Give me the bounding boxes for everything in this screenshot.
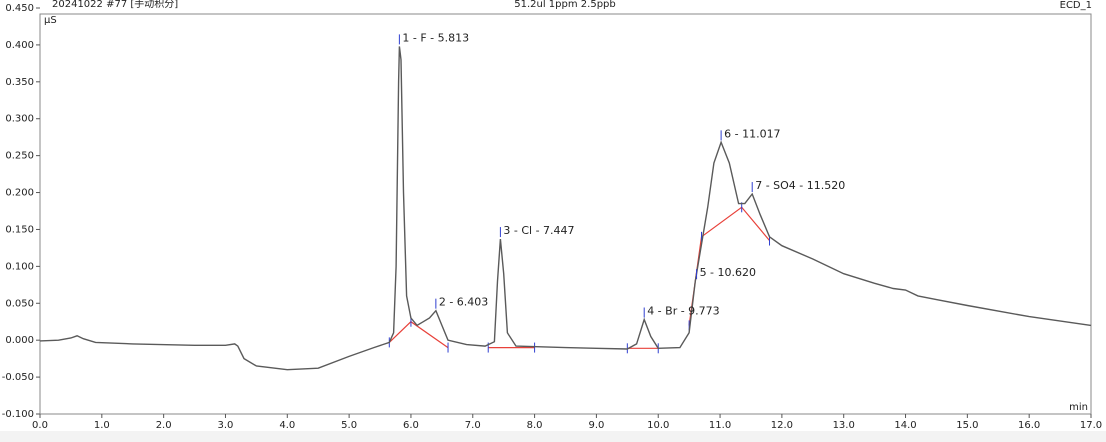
x-unit: min xyxy=(1069,402,1088,413)
x-tick-label: 0.0 xyxy=(32,420,48,431)
y-tick-label: -0.100 xyxy=(2,409,34,420)
x-tick-label: 1.0 xyxy=(94,420,110,431)
x-tick-label: 14.0 xyxy=(894,420,916,431)
y-tick-label: 0.150 xyxy=(5,224,34,235)
x-tick-label: 15.0 xyxy=(956,420,978,431)
x-tick-label: 7.0 xyxy=(465,420,481,431)
y-tick-label: 0.350 xyxy=(5,77,34,88)
peak-label: 3 - Cl - 7.447 xyxy=(503,224,574,237)
peak-label: 6 - 11.017 xyxy=(724,127,780,140)
channel-label: ECD_1 xyxy=(1060,0,1092,11)
y-tick-label: -0.050 xyxy=(2,372,34,383)
x-tick-label: 5.0 xyxy=(341,420,357,431)
x-tick-label: 4.0 xyxy=(279,420,295,431)
y-tick-label: 0.200 xyxy=(5,188,34,199)
x-tick-label: 13.0 xyxy=(833,420,855,431)
x-tick-label: 2.0 xyxy=(156,420,172,431)
x-tick-label: 6.0 xyxy=(403,420,419,431)
file-label: 20241022 #77 [手动积分] xyxy=(52,0,178,10)
x-tick-label: 9.0 xyxy=(588,420,604,431)
chart-title: 51.2ul 1ppm 2.5ppb xyxy=(514,0,615,10)
x-tick-label: 3.0 xyxy=(218,420,234,431)
peak-label: 4 - Br - 9.773 xyxy=(647,305,719,318)
x-tick-label: 11.0 xyxy=(709,420,731,431)
plot-frame xyxy=(39,13,1092,415)
x-tick-label: 16.0 xyxy=(1018,420,1040,431)
y-unit: µS xyxy=(44,15,57,26)
x-tick-label: 8.0 xyxy=(527,420,543,431)
x-tick-label: 17.0 xyxy=(1080,420,1102,431)
y-tick-label: 0.300 xyxy=(5,114,34,125)
x-tick-label: 12.0 xyxy=(771,420,793,431)
y-tick-label: 0.050 xyxy=(5,298,34,309)
peak-label: 5 - 10.620 xyxy=(700,266,756,279)
trace xyxy=(39,46,1092,371)
x-tick-label: 10.0 xyxy=(647,420,669,431)
footer-strip xyxy=(0,431,1106,442)
y-tick-label: 0.250 xyxy=(5,151,34,162)
peak-label: 1 - F - 5.813 xyxy=(402,31,469,44)
y-tick-label: 0.100 xyxy=(5,261,34,272)
y-tick-label: 0.400 xyxy=(5,40,34,51)
peak-label: 2 - 6.403 xyxy=(439,296,488,309)
peak-label: 7 - SO4 - 11.520 xyxy=(755,179,845,192)
y-tick-label: 0.450 xyxy=(5,3,34,14)
y-tick-label: 0.000 xyxy=(5,335,34,346)
